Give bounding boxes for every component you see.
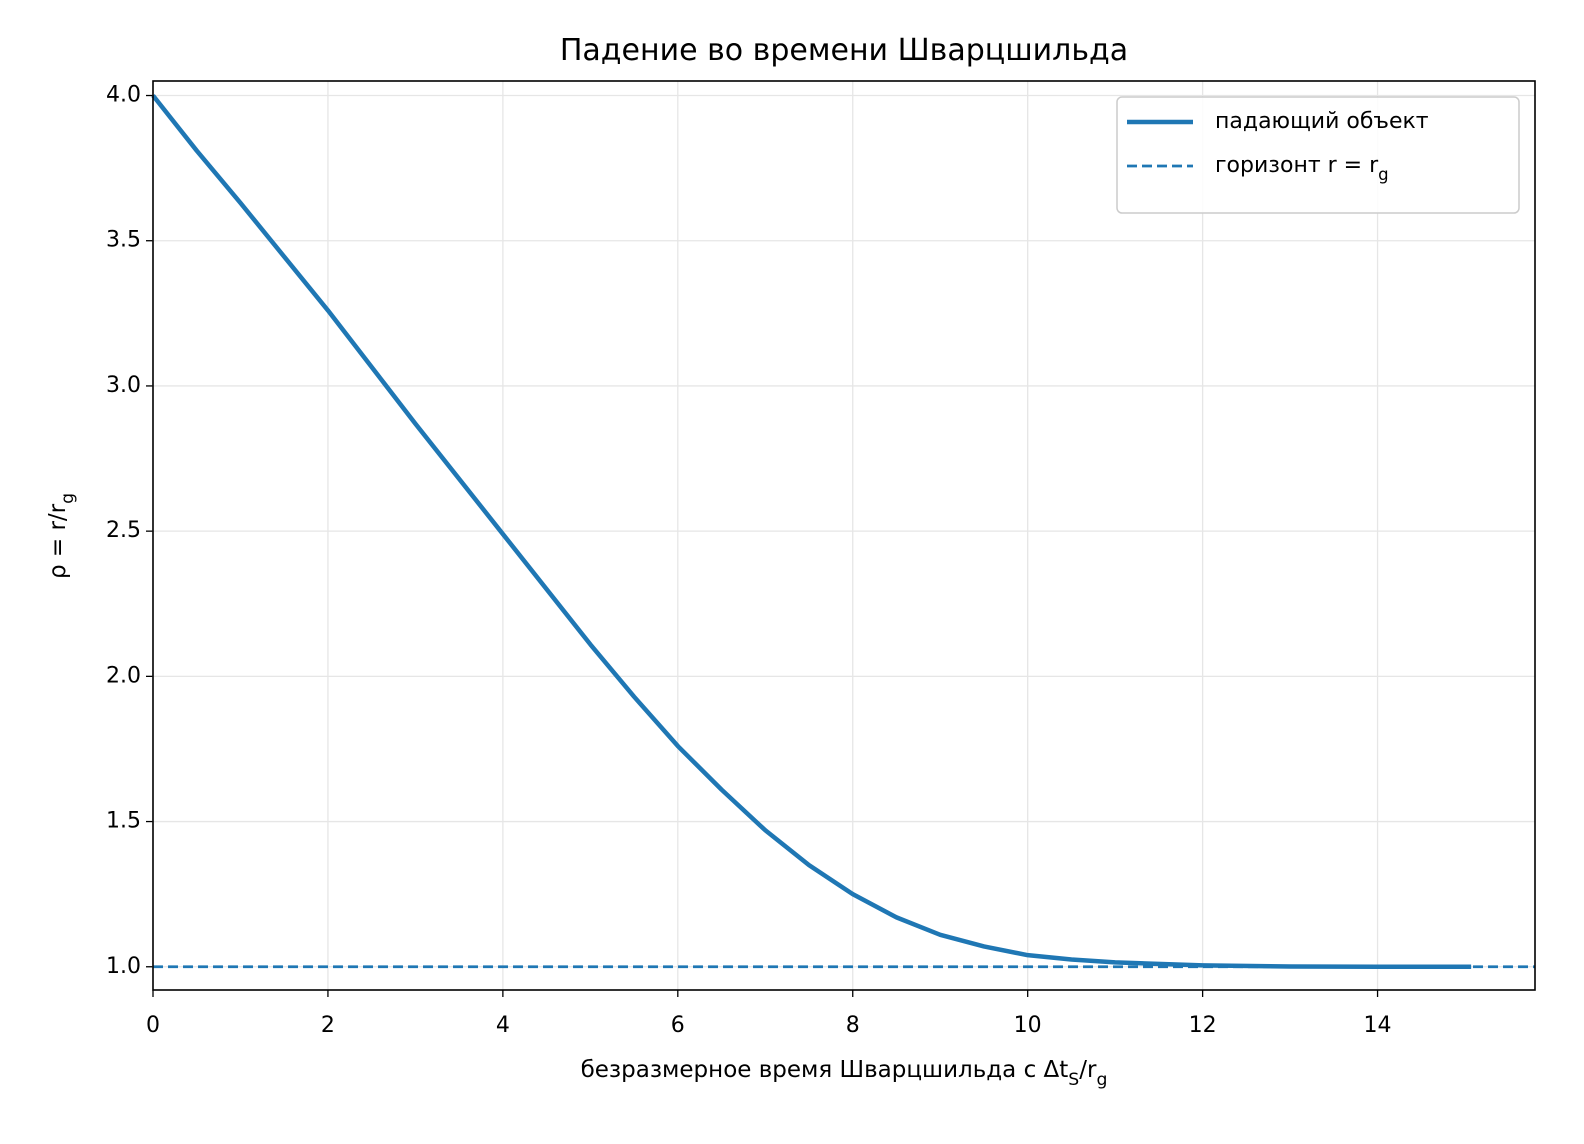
x-tick-label: 14 <box>1364 1013 1392 1038</box>
x-axis-label: безразмерное время Шварцшильда c ΔtS/rg <box>581 1057 1108 1091</box>
x-tick-label: 6 <box>671 1013 685 1038</box>
x-tick-label: 4 <box>496 1013 510 1038</box>
x-tick-label: 12 <box>1189 1013 1217 1038</box>
legend-label: горизонт r = rg <box>1215 153 1389 184</box>
y-tick-label: 3.5 <box>106 228 141 253</box>
y-tick-label: 1.5 <box>106 809 141 834</box>
x-tick-label: 10 <box>1014 1013 1042 1038</box>
legend-box <box>1116 96 1520 214</box>
legend-label: падающий объект <box>1215 109 1429 134</box>
y-tick-label: 1.0 <box>106 954 141 979</box>
y-axis-label: ρ = r/rg <box>45 493 79 579</box>
x-tick-label: 8 <box>846 1013 860 1038</box>
data-line <box>151 94 1472 970</box>
y-tick-label: 3.0 <box>106 373 141 398</box>
y-tick-label: 4.0 <box>106 83 141 108</box>
x-tick-label: 0 <box>146 1013 160 1038</box>
plot-frame <box>152 80 1536 991</box>
x-tick-label: 2 <box>321 1013 335 1038</box>
chart-title: Падение во времени Шварцшильда <box>560 33 1128 68</box>
y-tick-label: 2.5 <box>106 518 141 543</box>
y-tick-label: 2.0 <box>106 663 141 688</box>
